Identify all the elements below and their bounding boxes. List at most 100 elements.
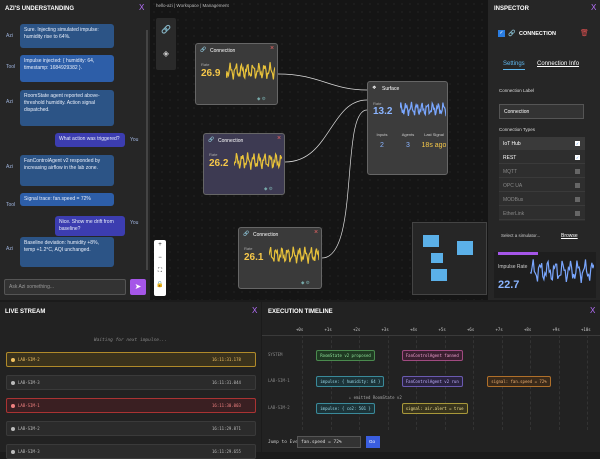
status-dot	[11, 381, 15, 385]
event[interactable]: signal: fan.speed = 72%	[487, 376, 551, 387]
stream-row: LAB-SIM-2 16:11:29.871	[6, 421, 256, 436]
chat-input[interactable]: Ask Azi something...	[4, 279, 126, 295]
zoom-button[interactable]: −	[158, 255, 162, 261]
label-heading: Connection Label	[499, 88, 535, 93]
type-checkbox[interactable]: ✓	[575, 155, 580, 160]
event[interactable]: impulse: { humidity: 64 }	[316, 376, 385, 387]
close[interactable]: X	[590, 306, 596, 315]
tick-line	[558, 335, 560, 430]
go-button[interactable]: Go	[366, 436, 380, 448]
row-time: 16:11:30.003	[212, 403, 241, 408]
node-name: CONNECTION	[519, 31, 556, 37]
role-label: Azi	[6, 246, 13, 252]
close[interactable]: X	[139, 3, 145, 12]
layers-tool[interactable]: ◈	[162, 49, 170, 58]
type-row[interactable]: MQTT	[499, 165, 585, 178]
zoom-button[interactable]: +	[158, 242, 162, 248]
timeline: EXECUTION TIMELINE X Jump to Event: fan.…	[262, 302, 600, 452]
time-tick: +10s	[581, 327, 591, 332]
chat-panel: AZI'S UNDERSTANDING X Ask Azi something.…	[0, 0, 150, 300]
simulator[interactable]: Select a simulator...	[501, 233, 541, 238]
type-checkbox[interactable]	[575, 197, 580, 202]
type-checkbox[interactable]	[575, 183, 580, 188]
event[interactable]: ↓ emitted RoomState v2	[348, 395, 402, 400]
type-checkbox[interactable]: ✓	[575, 141, 580, 146]
stat-value: 3	[406, 142, 410, 149]
event[interactable]: impulse: { co2: 501 }	[316, 403, 375, 414]
sparkline-path	[234, 152, 282, 170]
tick-line	[587, 335, 588, 430]
stream-row: LAB-SIM-3 16:11:31.044	[6, 375, 256, 390]
send-button[interactable]: ➤	[130, 279, 146, 295]
stat-label: Agents	[401, 132, 415, 137]
row-source: LAB-SIM-2	[18, 357, 40, 362]
type-row[interactable]: EtherLink	[499, 207, 585, 220]
sparkline-path	[226, 62, 275, 80]
type-row[interactable]: REST ✓	[499, 151, 585, 164]
close[interactable]: ×	[270, 45, 275, 52]
event[interactable]: FanControlAgent fanned	[401, 350, 463, 361]
node-icon: 🔗	[243, 231, 250, 237]
inspector-title: INSPECTOR	[494, 6, 529, 12]
surface-node[interactable]: ❖ Surface Rate 13.2 Inputs 2 Agents 3 Last Signa…	[367, 81, 448, 175]
node-title: Connection	[210, 48, 236, 54]
scrollbar	[146, 30, 148, 270]
stream-row: LAB-SIM-1 16:11:30.003	[6, 398, 256, 413]
zoom-button[interactable]: ⛶	[157, 268, 163, 274]
message: FanControlAgent v2 responded by increasi…	[20, 155, 114, 186]
close[interactable]: ×	[314, 229, 319, 236]
delete[interactable]: 🗑	[580, 30, 589, 37]
type-checkbox[interactable]	[575, 211, 580, 216]
node[interactable]: 🔗 Connection × Rate 26.2 ◆ ⚙	[203, 133, 285, 195]
type-row[interactable]: IoT Hub ✓	[499, 137, 585, 150]
type-checkbox[interactable]	[575, 169, 580, 174]
node[interactable]: 🔗 Connection × Rate 26.1 ◆ ⚙	[238, 227, 322, 289]
checkbox[interactable]: ✓	[498, 30, 505, 37]
rate-value: 26.1	[244, 252, 264, 263]
role-label: Azi	[6, 164, 13, 170]
type-name: MQTT	[503, 169, 518, 175]
browse[interactable]: Browse	[561, 233, 578, 239]
sparkline	[226, 62, 275, 80]
edge	[284, 99, 368, 163]
sparkline	[400, 100, 446, 117]
zoom-button[interactable]: 🔒	[156, 282, 164, 288]
rate-label: Rate	[201, 62, 210, 67]
type-row[interactable]: OPC UA	[499, 179, 585, 192]
jump-label: Jump to Event:	[268, 440, 306, 445]
close[interactable]: X	[591, 3, 597, 12]
stat-value: 2	[380, 142, 384, 149]
node[interactable]: 🔗 Connection × Rate 26.9 ◆ ⚙	[195, 43, 278, 105]
message: What action was triggered?	[55, 133, 125, 147]
message: Baseline deviation: humidity +8%, temp +…	[20, 237, 114, 267]
message: Impulse injected: { humidity: 64, timest…	[20, 55, 114, 82]
role-label: Azi	[6, 99, 13, 105]
zoom-controls: + − ⛶ 🔒	[154, 240, 166, 296]
time-tick: +6s	[467, 327, 475, 332]
role-label: Azi	[6, 33, 13, 39]
type-row[interactable]: MODBus	[499, 193, 585, 206]
type-name: EtherLink	[503, 211, 525, 217]
tab[interactable]: Connection Info	[537, 61, 580, 67]
sparkline-path	[400, 100, 446, 117]
close[interactable]: ×	[277, 135, 282, 142]
link-tool[interactable]: 🔗	[161, 25, 171, 34]
jump-select[interactable]: fan.speed = 72%	[297, 436, 361, 448]
role-label: Tool	[6, 64, 16, 70]
node-actions: ◆ ⚙	[301, 280, 310, 285]
stream-row: LAB-SIM-2 16:11:31.178	[6, 352, 256, 367]
time-tick: +2s	[353, 327, 361, 332]
edge	[321, 109, 368, 259]
time-tick: +4s	[410, 327, 418, 332]
event[interactable]: signal: air.alert = true	[401, 403, 468, 414]
time-tick: +1s	[324, 327, 332, 332]
close[interactable]: X	[252, 306, 258, 315]
tab[interactable]: Settings	[503, 61, 525, 70]
label-input[interactable]: Connection	[499, 104, 584, 119]
rate-value: 26.9	[201, 68, 221, 79]
event[interactable]: FanControlAgent v2 run	[401, 376, 463, 387]
breadcrumb: hello-azi | Workspace | Management	[156, 3, 229, 8]
event[interactable]: RoomState v2 proposed	[316, 350, 375, 361]
timeline-title: EXECUTION TIMELINE	[268, 309, 333, 315]
